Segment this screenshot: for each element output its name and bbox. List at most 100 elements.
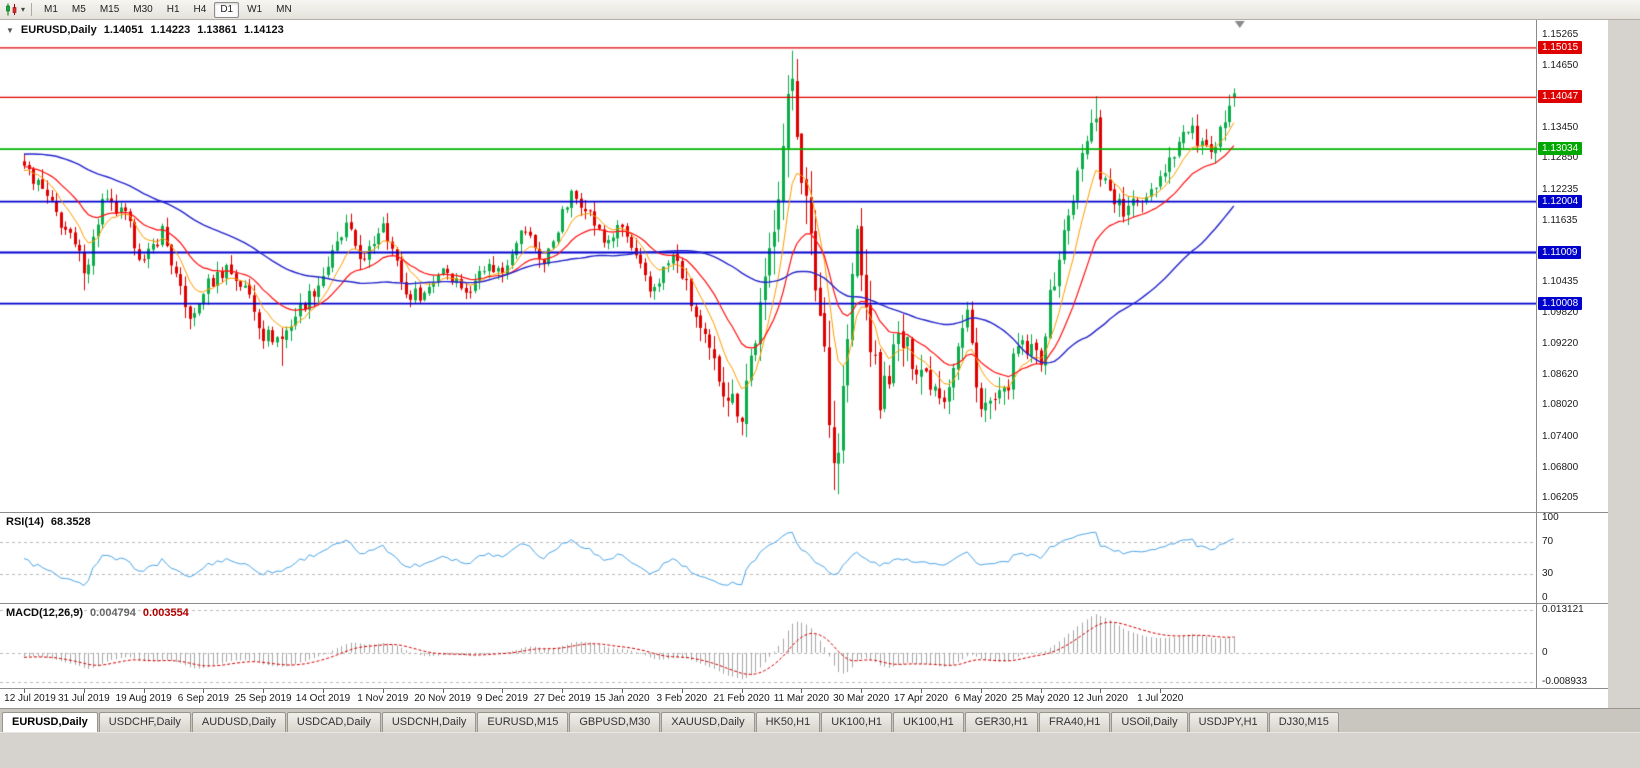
time-axis-label: 6 Sep 2019 xyxy=(177,693,229,704)
price-chart-canvas[interactable] xyxy=(0,20,1536,512)
chart-tab-xauusd-daily[interactable]: XAUUSD,Daily xyxy=(661,712,755,732)
chart-tab-eurusd-m15[interactable]: EURUSD,M15 xyxy=(477,712,569,732)
price-level-badge: 1.14047 xyxy=(1538,90,1583,104)
time-axis-tickmark xyxy=(1160,689,1162,693)
time-axis-label: 25 May 2020 xyxy=(1011,693,1070,704)
rsi-axis-tick: 100 xyxy=(1542,512,1559,523)
time-axis-label: 9 Dec 2019 xyxy=(476,693,528,704)
time-axis[interactable]: 12 Jul 2019 31 Jul 2019 19 Aug 2019 6 Sep 2… xyxy=(0,688,1608,708)
timeframe-button-mn[interactable]: MN xyxy=(276,3,292,15)
rsi-axis-tick: 0 xyxy=(1542,592,1548,603)
candlestick-chart-icon[interactable] xyxy=(5,3,19,16)
time-axis-tickmark xyxy=(980,689,982,693)
time-axis-tickmark xyxy=(203,689,205,693)
time-axis-label: 30 Mar 2020 xyxy=(833,693,890,704)
price-axis-tick: 1.10435 xyxy=(1542,275,1579,287)
time-axis-tickmark xyxy=(622,689,623,693)
timeframe-buttons-group: M1 M5 M15 M30 H1 H4 D1 W1 MN xyxy=(38,1,298,18)
timeframe-button-m1[interactable]: M1 xyxy=(44,3,58,15)
rsi-name: RSI(14) xyxy=(6,516,44,528)
time-axis-label: 3 Feb 2020 xyxy=(656,693,708,704)
time-axis-label: 19 Aug 2019 xyxy=(115,693,172,704)
price-level-badge: 1.11009 xyxy=(1538,245,1582,259)
time-axis-label: 27 Dec 2019 xyxy=(533,693,591,704)
time-axis-label: 14 Oct 2019 xyxy=(295,693,351,704)
rsi-axis-tick: 30 xyxy=(1542,568,1554,579)
chart-tab-hk50-h1[interactable]: HK50,H1 xyxy=(755,712,821,732)
quote-high: 1.14223 xyxy=(150,24,191,36)
price-axis-tick: 1.11635 xyxy=(1542,214,1578,226)
price-axis-tick: 1.13450 xyxy=(1542,121,1579,133)
macd-axis-tick: -0.008933 xyxy=(1542,676,1588,687)
timeframe-button-m15[interactable]: M15 xyxy=(99,3,120,15)
price-axis-tick: 1.12235 xyxy=(1542,183,1579,195)
timeframe-button-w1[interactable]: W1 xyxy=(247,3,263,15)
time-axis-tickmark xyxy=(681,689,683,693)
macd-signal-value: 0.003554 xyxy=(142,607,189,619)
chart-window: ▼ EURUSD,Daily 1.14051 1.14223 1.13861 1… xyxy=(0,20,1608,688)
macd-axis[interactable]: 0.013121 0 -0.008933 xyxy=(1536,604,1608,688)
chart-tab-usdjpy-h1[interactable]: USDJPY,H1 xyxy=(1188,712,1268,732)
chart-tab-audusd-daily[interactable]: AUDUSD,Daily xyxy=(191,712,286,732)
quote-open: 1.14051 xyxy=(103,24,144,36)
timeframe-button-m5[interactable]: M5 xyxy=(71,3,86,15)
time-axis-tickmark xyxy=(24,689,25,693)
time-axis-tickmark xyxy=(1100,689,1102,693)
panel-resize-divider-2[interactable] xyxy=(0,603,1608,604)
macd-chart-canvas[interactable] xyxy=(0,604,1536,688)
time-axis-label: 20 Nov 2019 xyxy=(414,693,471,704)
time-axis-tickmark xyxy=(442,689,444,693)
chart-tab-usdchf-daily[interactable]: USDCHF,Daily xyxy=(98,712,191,732)
chart-tab-fra40-h1[interactable]: FRA40,H1 xyxy=(1038,712,1111,732)
time-axis-tickmark xyxy=(263,689,265,693)
price-axis-tick: 1.06205 xyxy=(1542,491,1579,503)
macd-name: MACD(12,26,9) xyxy=(6,607,84,619)
price-axis[interactable]: 1.15265 1.14650 1.13450 1.12850 1.12235 1.116… xyxy=(1536,20,1608,512)
rsi-chart-canvas[interactable] xyxy=(0,513,1536,603)
time-axis-tickmark xyxy=(323,689,324,693)
price-axis-tick: 1.08020 xyxy=(1542,399,1579,411)
price-level-badge: 1.10008 xyxy=(1538,296,1583,310)
chart-tab-ger30-h1[interactable]: GER30,H1 xyxy=(964,712,1038,732)
time-axis-label: 1 Nov 2019 xyxy=(357,693,409,704)
macd-axis-tick: 0.013121 xyxy=(1542,604,1584,615)
chart-symbol-period: EURUSD,Daily xyxy=(20,24,97,36)
price-axis-tick: 1.12850 xyxy=(1542,152,1579,164)
chart-tab-dj30-m15[interactable]: DJ30,M15 xyxy=(1268,712,1339,732)
timeframe-button-h4[interactable]: H4 xyxy=(193,3,207,15)
status-bar xyxy=(0,732,1640,768)
time-axis-tickmark xyxy=(83,689,85,693)
chart-type-dropdown-icon[interactable]: ▾ xyxy=(21,5,26,14)
price-axis-tick: 1.14650 xyxy=(1542,60,1579,72)
price-level-badge: 1.15015 xyxy=(1538,40,1583,54)
chart-tab-gbpusd-m30[interactable]: GBPUSD,M30 xyxy=(569,712,661,732)
time-axis-label: 12 Jun 2020 xyxy=(1072,693,1128,704)
time-axis-label: 21 Feb 2020 xyxy=(713,693,770,704)
panel-resize-divider[interactable] xyxy=(0,512,1608,513)
time-axis-label: 17 Apr 2020 xyxy=(894,693,948,704)
time-axis-label: 1 Jul 2020 xyxy=(1137,693,1184,704)
toolbar-separator xyxy=(31,3,33,16)
time-axis-tickmark xyxy=(801,689,803,693)
chart-tab-uk100-h1[interactable]: UK100,H1 xyxy=(821,712,893,732)
time-axis-tickmark xyxy=(382,689,384,693)
chart-tab-usoil-daily[interactable]: USOil,Daily xyxy=(1111,712,1188,732)
time-axis-tickmark xyxy=(562,689,564,693)
price-axis-tick: 1.09220 xyxy=(1542,337,1579,349)
chart-tab-usdcnh-daily[interactable]: USDCNH,Daily xyxy=(381,712,477,732)
chart-tab-uk100-h1[interactable]: UK100,H1 xyxy=(893,712,964,732)
macd-axis-tick: 0 xyxy=(1542,646,1548,658)
price-axis-tick: 1.07400 xyxy=(1542,430,1579,442)
price-axis-tick: 1.09820 xyxy=(1542,307,1579,319)
timeframe-button-m30[interactable]: M30 xyxy=(133,3,153,15)
timeframe-button-d1[interactable]: D1 xyxy=(214,1,240,18)
chart-tab-usdcad-daily[interactable]: USDCAD,Daily xyxy=(286,712,381,732)
rsi-axis[interactable]: 100 70 30 0 xyxy=(1536,512,1608,603)
symbol-dropdown-icon[interactable]: ▼ xyxy=(6,25,14,35)
timeframe-button-h1[interactable]: H1 xyxy=(166,3,180,15)
timeframes-toolbar: ▾ M1 M5 M15 M30 H1 H4 D1 W1 MN xyxy=(0,0,1640,20)
chart-tab-eurusd-daily[interactable]: EURUSD,Daily xyxy=(2,712,98,732)
price-level-badge: 1.12004 xyxy=(1538,194,1583,208)
quote-close: 1.14123 xyxy=(244,24,284,36)
